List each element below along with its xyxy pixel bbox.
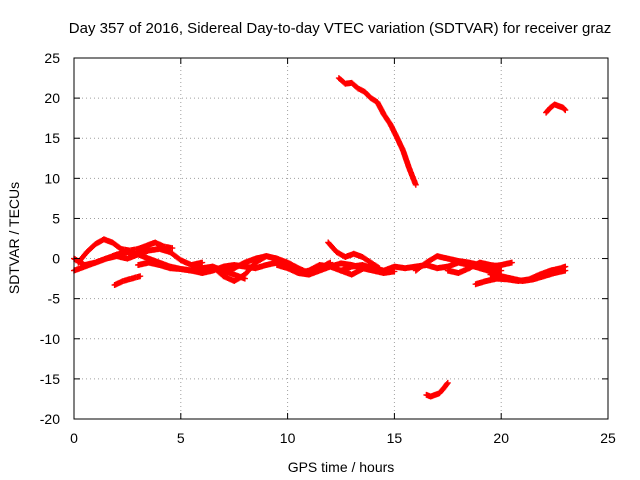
x-tick-label: 25 [600,430,616,446]
y-tick-label: -15 [40,371,60,387]
data-point-markers [487,267,569,284]
x-axis-label: GPS time / hours [288,459,395,475]
y-tick-label: 5 [52,210,60,226]
data-markers [71,75,569,400]
x-tick-label: 15 [387,430,403,446]
y-tick-label: 25 [44,50,60,66]
series-sat-track-12 [444,259,505,276]
y-tick-label: 15 [44,130,60,146]
series-sat-track-4 [111,273,144,288]
y-tick-label: -20 [40,411,60,427]
y-tick-label: 20 [44,90,60,106]
series-sat-track-17 [423,379,451,400]
data-point-markers [325,239,383,272]
y-tick-label: 10 [44,170,60,186]
y-tick-label: 0 [52,251,60,267]
x-axis-ticks: 0 5 10 15 20 25 [70,58,616,446]
data-point-markers [335,75,419,188]
y-tick-label: -5 [48,291,61,307]
series-sat-track-16 [543,101,569,116]
chart-title: Day 357 of 2016, Sidereal Day-to-day VTE… [69,20,611,37]
series-sat-track-9 [325,239,383,272]
data-point-markers [423,379,451,400]
y-tick-label: -10 [40,331,60,347]
data-point-markers [111,273,144,288]
series-sat-track-15 [335,75,419,188]
x-tick-label: 5 [177,430,185,446]
plot-frame [73,57,609,420]
series-sat-track-14 [487,267,569,284]
x-tick-label: 0 [70,430,78,446]
x-tick-label: 20 [493,430,509,446]
data-point-markers [543,101,569,116]
x-tick-label: 10 [280,430,296,446]
y-axis-label: SDTVAR / TECUs [6,182,22,294]
y-axis-ticks: -20 -15 -10 -5 0 5 10 15 20 25 [40,50,608,427]
data-point-markers [444,259,505,276]
grid-lines [74,58,608,419]
